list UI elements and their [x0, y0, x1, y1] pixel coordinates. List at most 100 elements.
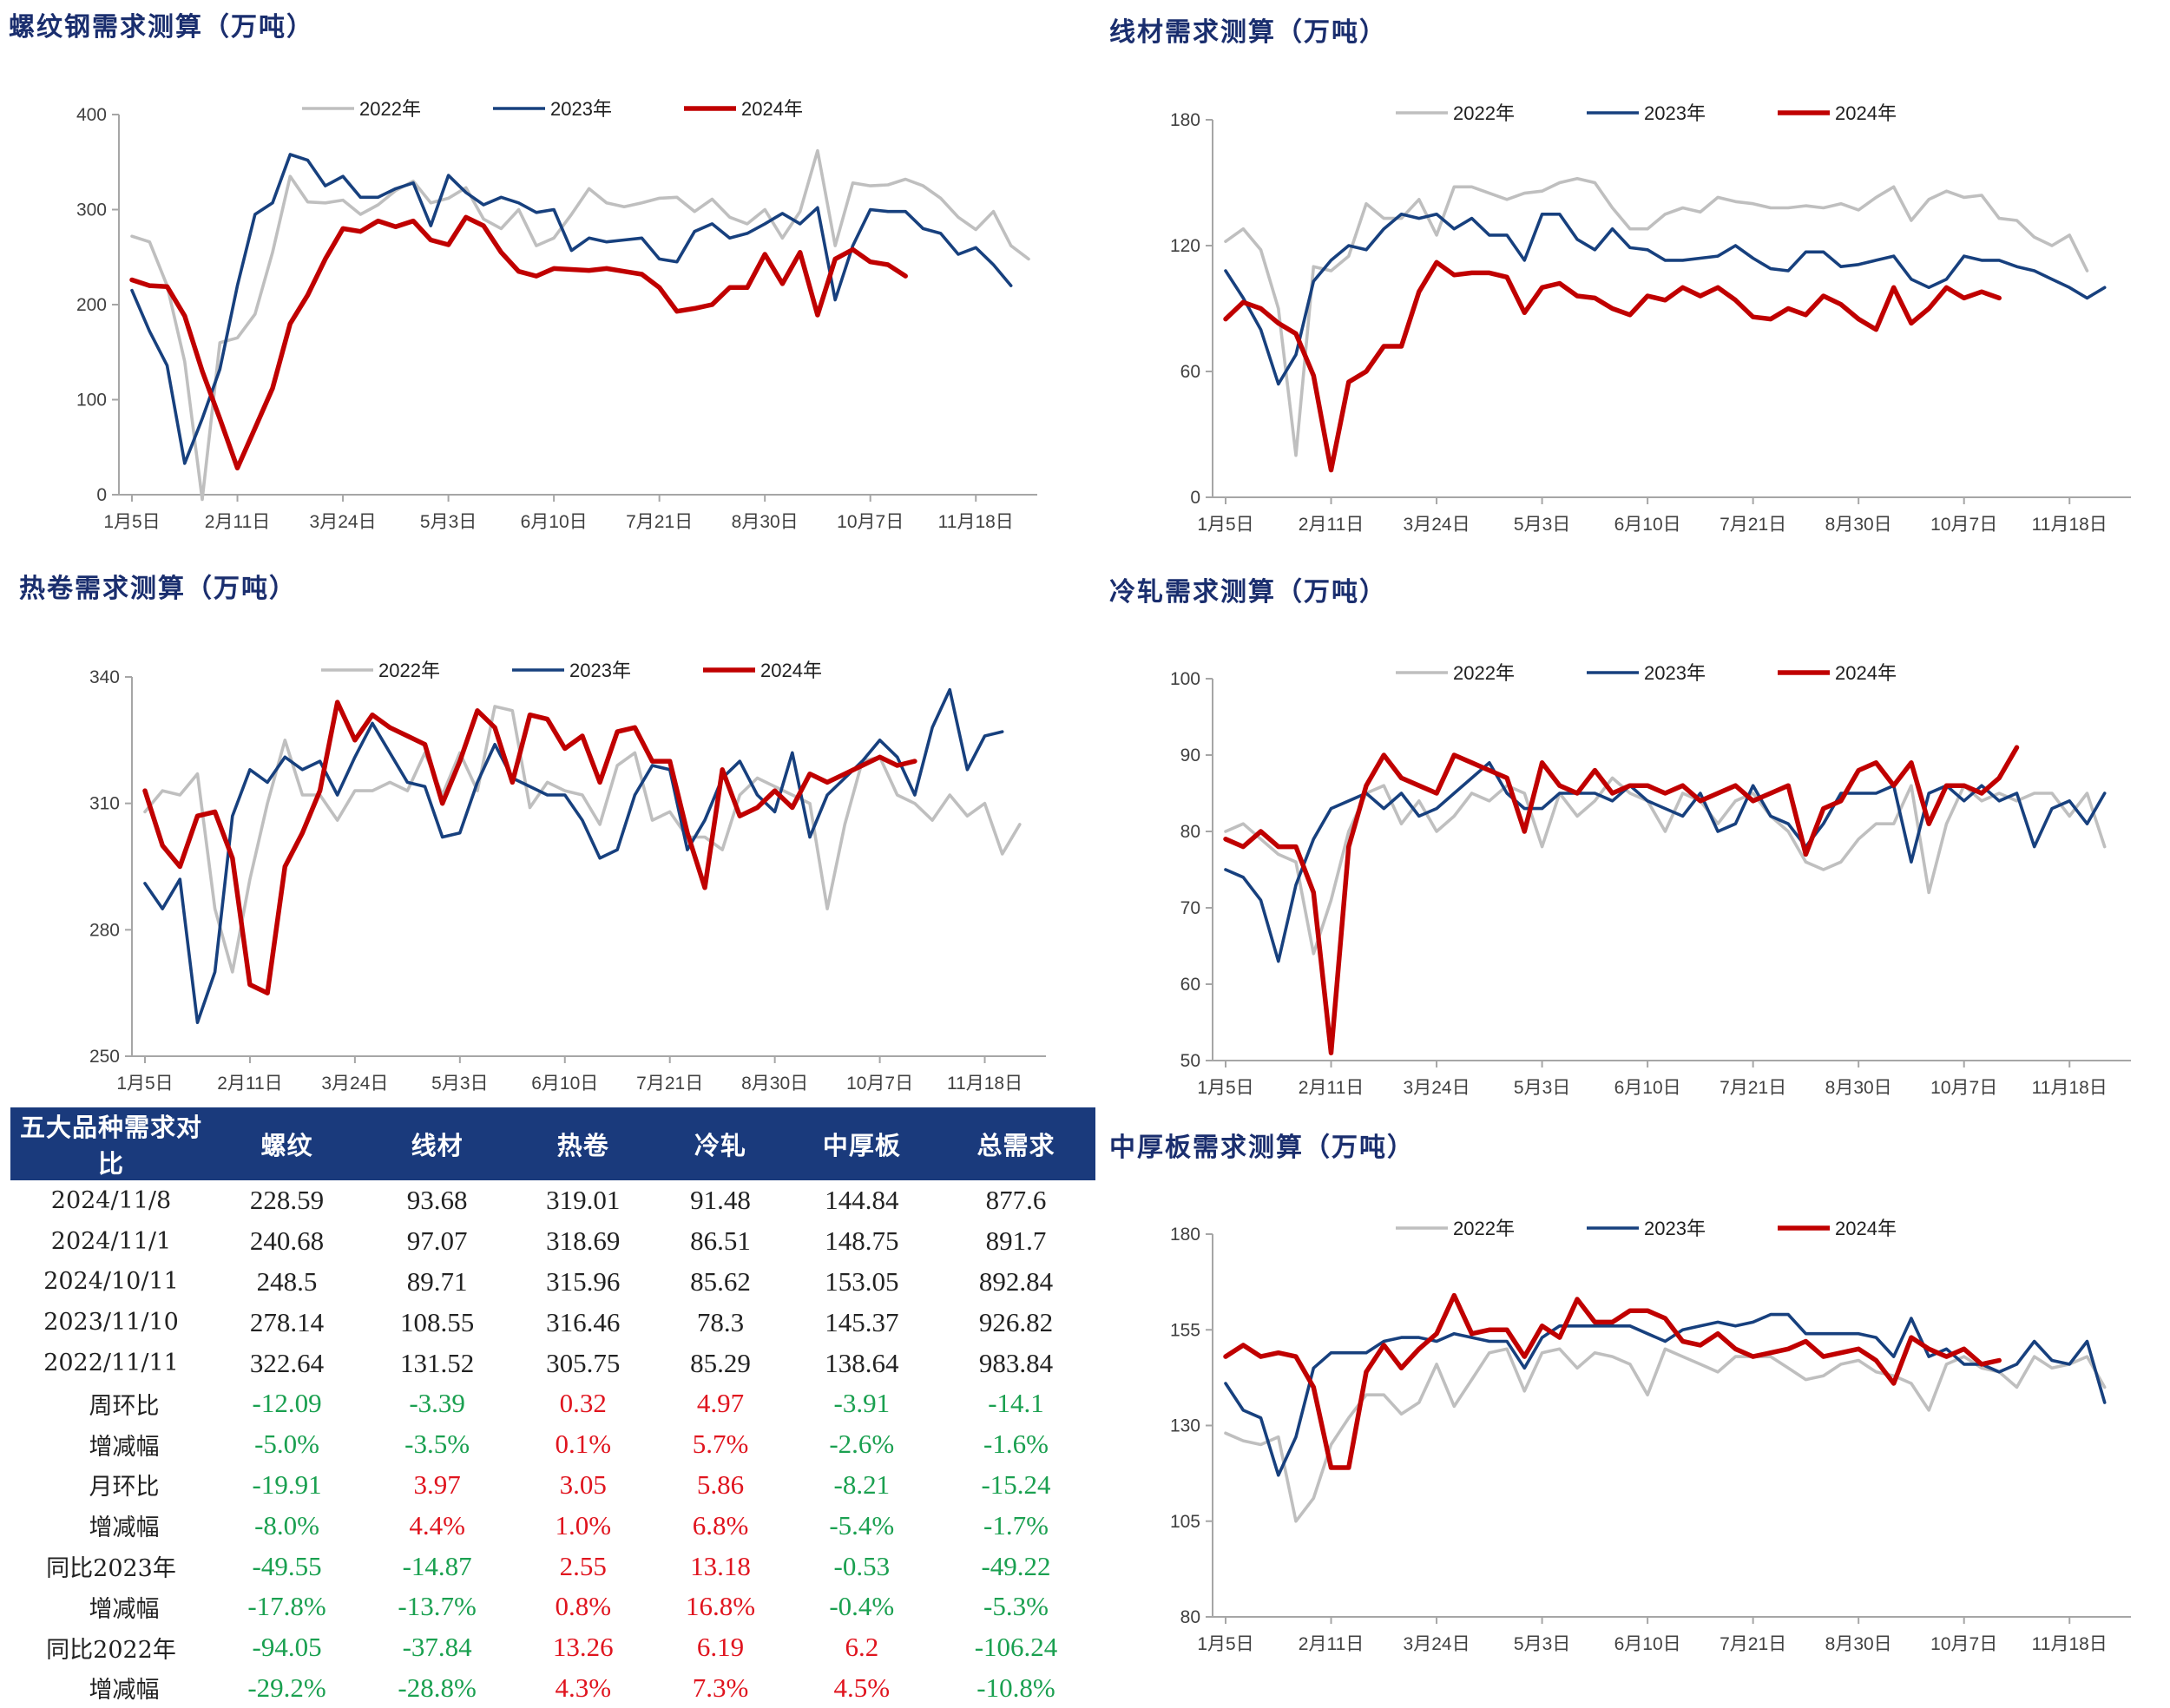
table-cell: 5.86 — [696, 1468, 745, 1500]
x-tick-label: 5月3日 — [1514, 1634, 1570, 1654]
x-tick-label: 10月7日 — [846, 1074, 913, 1094]
wire-chart: 线材需求测算（万吨） 0 60 120 180 1月5日 2月11日 3月24日 5月3日 6月… — [1094, 0, 2170, 555]
x-tick-label: 11月18日 — [938, 512, 1014, 532]
y-tick-label: 50 — [1180, 1051, 1200, 1071]
series-line-2022年 — [130, 148, 1030, 502]
y-tick-label: 200 — [76, 295, 107, 315]
y-tick-label: 0 — [1190, 488, 1200, 508]
x-tick-label: 10月7日 — [1930, 1078, 1997, 1098]
series-line-2023年 — [130, 153, 1013, 465]
row-label: 月环比 — [89, 1474, 160, 1501]
series-line-2022年 — [1224, 776, 2107, 956]
table-cell: 305.75 — [546, 1347, 621, 1378]
table-cell: 108.55 — [399, 1306, 475, 1337]
table-cell: 228.59 — [249, 1185, 325, 1216]
table-cell: -28.8% — [398, 1672, 477, 1703]
table-cell: 144.84 — [825, 1185, 899, 1216]
table-cell: -1.6% — [983, 1429, 1049, 1460]
table-cell: 0.32 — [559, 1388, 607, 1419]
legend-label: 2022年 — [1453, 662, 1515, 684]
table-cell: 148.75 — [825, 1225, 899, 1257]
table-cell: -8.0% — [254, 1509, 319, 1540]
table-cell: 3.97 — [413, 1468, 461, 1500]
table-cell: 78.3 — [696, 1306, 745, 1337]
table-cell: 315.96 — [546, 1265, 621, 1297]
table-cell: 0.8% — [555, 1591, 612, 1622]
table-cell: 85.62 — [690, 1265, 751, 1297]
y-tick-label: 400 — [76, 105, 107, 125]
table-cell: 877.6 — [985, 1185, 1047, 1216]
table-cell: 926.82 — [978, 1306, 1054, 1337]
x-tick-label: 7月21日 — [636, 1074, 703, 1094]
rebar-chart: 螺纹钢需求测算（万吨） 0 100 200 300 400 1月5日 2月11日 3月24日 5… — [0, 0, 1085, 555]
y-tick-label: 60 — [1180, 362, 1200, 382]
legend-label: 2024年 — [1835, 102, 1897, 124]
table-cell: -14.87 — [402, 1550, 472, 1581]
legend-label: 2022年 — [378, 660, 440, 681]
x-tick-label: 11月18日 — [2032, 515, 2108, 535]
table-row: 2024/10/11 248.5 89.71 315.96 85.62 153.05 892… — [10, 1262, 1095, 1303]
table-row: 增减幅 -17.8% -13.7% 0.8% 16.8% -0.4% -5.3% — [10, 1586, 1095, 1627]
table-cell: -17.8% — [247, 1591, 326, 1622]
y-tick-label: 80 — [1180, 1607, 1200, 1627]
table-row: 2024/11/1 240.68 97.07 318.69 86.51 148.75 891… — [10, 1221, 1095, 1262]
table-cell: -1.7% — [983, 1509, 1049, 1540]
table-cell: 93.68 — [406, 1185, 468, 1216]
table-cell: 138.64 — [825, 1347, 899, 1378]
x-tick-label: 7月21日 — [1720, 515, 1786, 535]
table-cell: -5.3% — [983, 1591, 1049, 1622]
header-cell: 线材 — [362, 1107, 513, 1180]
table-row: 增减幅 -29.2% -28.8% 4.3% 7.3% 4.5% -10.8% — [10, 1668, 1095, 1708]
x-tick-label: 6月10日 — [1614, 1634, 1681, 1654]
table-cell: 892.84 — [978, 1265, 1054, 1297]
x-tick-label: 10月7日 — [1930, 515, 1997, 535]
row-label: 2024/10/11 — [43, 1268, 179, 1296]
table-cell: 13.18 — [690, 1550, 751, 1581]
table-cell: -15.24 — [981, 1468, 1051, 1500]
table-cell: 4.5% — [833, 1672, 891, 1703]
table-cell: 6.19 — [696, 1632, 745, 1663]
y-tick-label: 300 — [76, 200, 107, 220]
table-cell: 318.69 — [546, 1225, 621, 1257]
table-row: 2024/11/8 228.59 93.68 319.01 91.48 144.84 877… — [10, 1180, 1095, 1221]
plate-chart: 中厚板需求测算（万吨） 80 105 130 155 180 1月5日 2月11日 3月24日… — [1094, 1115, 2170, 1673]
series-line-2022年 — [1224, 176, 2089, 457]
hrc-chart: 热卷需求测算（万吨） 250 280 310 340 1月5日 2月11日 3月24日 5月3… — [0, 560, 1085, 1107]
legend-label: 2023年 — [569, 660, 631, 681]
table-cell: -3.91 — [833, 1388, 891, 1419]
crc-chart: 冷轧需求测算（万吨） 50 60 70 80 90 100 1月5日 2月11日 3月24日 5月… — [1094, 560, 2170, 1107]
table-cell: 4.97 — [696, 1388, 745, 1419]
y-tick-label: 0 — [96, 485, 107, 505]
y-tick-label: 90 — [1180, 746, 1200, 765]
table-row: 2023/11/10 278.14 108.55 316.46 78.3 145.37 92… — [10, 1302, 1095, 1343]
x-tick-label: 8月30日 — [1825, 1634, 1892, 1654]
table-cell: 85.29 — [690, 1347, 751, 1378]
x-tick-label: 8月30日 — [1825, 515, 1892, 535]
series-line-2024年 — [1223, 745, 2020, 1055]
table-cell: -13.7% — [398, 1591, 477, 1622]
legend-label: 2024年 — [1835, 662, 1897, 684]
y-tick-label: 105 — [1170, 1512, 1200, 1532]
x-tick-label: 3月24日 — [321, 1074, 388, 1094]
legend-label: 2023年 — [1644, 662, 1706, 684]
series-line-2023年 — [1224, 213, 2107, 386]
series-line-2023年 — [143, 687, 1004, 1025]
table-cell: -14.1 — [988, 1388, 1044, 1419]
x-tick-label: 3月24日 — [310, 512, 377, 532]
table-cell: 86.51 — [690, 1225, 751, 1257]
x-tick-label: 11月18日 — [2032, 1634, 2108, 1654]
row-label: 增减幅 — [89, 1514, 160, 1542]
table-cell: 4.4% — [409, 1509, 465, 1540]
row-label: 2022/11/11 — [43, 1350, 179, 1377]
table-cell: 891.7 — [985, 1225, 1047, 1257]
x-tick-label: 1月5日 — [1197, 1078, 1253, 1098]
table-cell: 319.01 — [546, 1185, 621, 1216]
x-tick-label: 10月7日 — [837, 512, 904, 532]
table-row: 同比2022年 -94.05 -37.84 13.26 6.19 6.2 -106.24 — [10, 1627, 1095, 1668]
table-cell: 248.5 — [256, 1265, 318, 1297]
table-cell: 97.07 — [406, 1225, 468, 1257]
x-tick-label: 2月11日 — [1299, 515, 1364, 535]
y-tick-label: 80 — [1180, 822, 1200, 842]
chart-svg: 0 100 200 300 400 1月5日 2月11日 3月24日 5月3日 6月10日 7月21… — [76, 98, 1037, 532]
x-tick-label: 6月10日 — [1614, 515, 1681, 535]
